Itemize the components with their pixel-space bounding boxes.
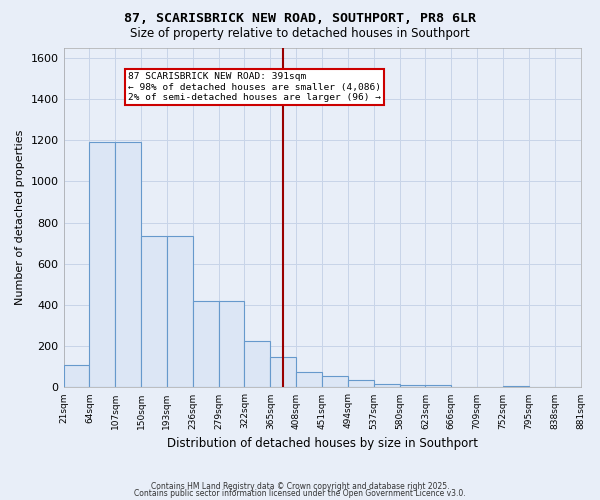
Bar (400, 385, 425, 388)
Bar (89, 142, 115, 388)
Bar (218, 301, 244, 388)
Bar (425, 386, 451, 388)
Text: Contains public sector information licensed under the Open Government Licence v3: Contains public sector information licen… (134, 489, 466, 498)
X-axis label: Distribution of detached houses by size in Southport: Distribution of detached houses by size … (167, 437, 478, 450)
Bar (193, 301, 218, 388)
Y-axis label: Number of detached properties: Number of detached properties (15, 130, 25, 305)
Bar (271, 357, 296, 388)
Bar (244, 341, 271, 388)
Bar (64, 365, 89, 388)
Bar (503, 386, 529, 388)
Bar (348, 380, 374, 388)
Text: Contains HM Land Registry data © Crown copyright and database right 2025.: Contains HM Land Registry data © Crown c… (151, 482, 449, 491)
Text: Size of property relative to detached houses in Southport: Size of property relative to detached ho… (130, 28, 470, 40)
Bar (167, 236, 193, 388)
Bar (115, 142, 141, 388)
Text: 87, SCARISBRICK NEW ROAD, SOUTHPORT, PR8 6LR: 87, SCARISBRICK NEW ROAD, SOUTHPORT, PR8… (124, 12, 476, 26)
Bar (296, 372, 322, 388)
Text: 87 SCARISBRICK NEW ROAD: 391sqm
← 98% of detached houses are smaller (4,086)
2% : 87 SCARISBRICK NEW ROAD: 391sqm ← 98% of… (128, 72, 381, 102)
Bar (322, 376, 348, 388)
Bar (374, 384, 400, 388)
Bar (141, 236, 167, 388)
